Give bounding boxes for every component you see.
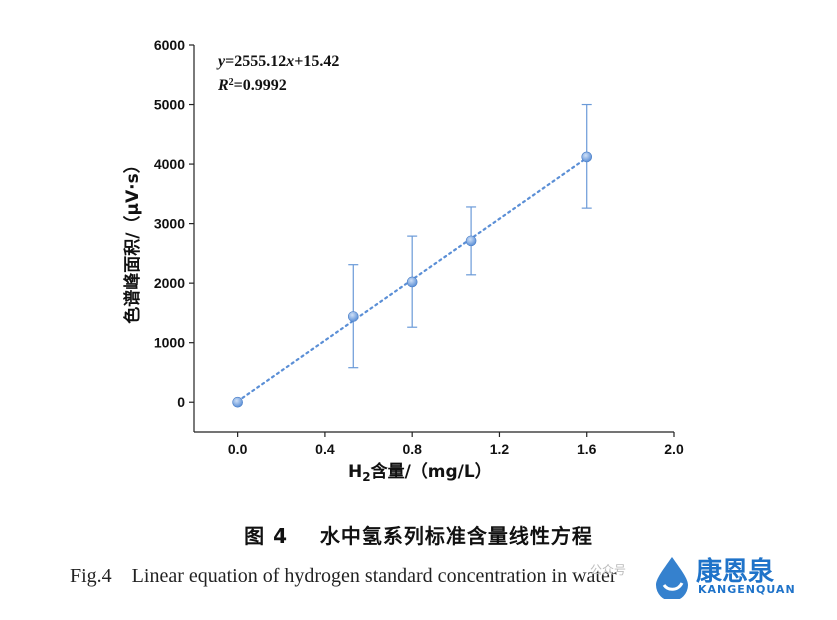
x-tick-label: 1.2 — [490, 441, 510, 457]
y-tick-label: 6000 — [154, 37, 185, 53]
y-tick-label: 1000 — [154, 335, 185, 351]
x-tick-label: 2.0 — [664, 441, 684, 457]
y-axis-title: 色谱峰面积/（μV·s） — [122, 156, 143, 323]
watermark-brand-en: KANGENQUAN — [698, 583, 796, 596]
y-tick-label: 5000 — [154, 97, 185, 113]
r2-label: R2=0.9992 — [217, 77, 287, 95]
data-point — [465, 235, 477, 247]
brand-logo-icon — [656, 557, 688, 599]
y-tick-label: 3000 — [154, 216, 185, 232]
y-tick-label: 4000 — [154, 156, 185, 172]
figure-caption-english: Fig.4 Linear equation of hydrogen standa… — [70, 565, 617, 587]
y-tick-label: 0 — [177, 394, 185, 410]
data-point — [406, 276, 418, 288]
data-points-group — [232, 103, 593, 408]
x-tick-label: 1.6 — [577, 441, 597, 457]
chart-axes: 0.0 0.4 0.8 1.2 1.6 2.0 0 1000 2000 3000 4000 5000 6… — [154, 37, 684, 457]
data-point — [232, 396, 243, 408]
watermark-brand-cn: 康恩泉 — [696, 557, 775, 587]
chart: 0.0 0.4 0.8 1.2 1.6 2.0 0 1000 2000 3000 4000 5000 6… — [122, 37, 684, 484]
watermark: 公众号 康恩泉 KANGENQUAN — [590, 555, 800, 605]
x-tick-label: 0.8 — [402, 441, 422, 457]
figure-caption-chinese: 图 4 水中氢系列标准含量线性方程 — [244, 524, 593, 548]
y-tick-label: 2000 — [154, 275, 185, 291]
data-point — [347, 311, 359, 322]
x-tick-label: 0.0 — [228, 441, 248, 457]
data-point — [581, 151, 593, 163]
x-tick-label: 0.4 — [315, 441, 335, 457]
x-axis-title: H2含量/（mg/L） — [348, 461, 492, 484]
equation-label: y=2555.12x+15.42 — [216, 53, 339, 70]
